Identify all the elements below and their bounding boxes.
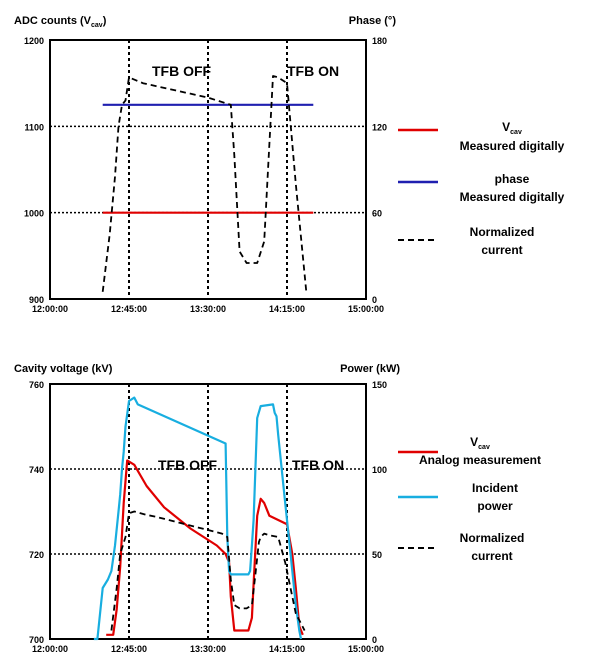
y-right-tick-label: 0 — [372, 635, 377, 645]
annotation-tfb-on: TFB ON — [287, 63, 339, 79]
legend: Vcav Analog measurement Incident power N… — [398, 435, 541, 563]
legend-current-line2: current — [481, 243, 522, 257]
y-right-tick-label: 120 — [372, 122, 387, 132]
x-tick-label: 15:00:00 — [348, 644, 384, 654]
annotation-tfb-on: TFB ON — [292, 457, 344, 473]
series-line-1 — [93, 396, 303, 641]
x-tick-label: 14:15:00 — [269, 644, 305, 654]
legend-phase-line1: phase — [495, 172, 530, 186]
ticks: 12:00:00 12:45:00 13:30:00 14:15:00 15:00:00… — [24, 36, 387, 314]
y-right-tick-label: 50 — [372, 550, 382, 560]
y-right-title: Power (kW) — [340, 363, 400, 375]
x-tick-label: 14:15:00 — [269, 304, 305, 314]
x-tick-label: 12:45:00 — [111, 644, 147, 654]
series-line-2 — [110, 510, 306, 631]
series-line-2 — [101, 75, 308, 292]
y-left-tick-label: 1100 — [24, 122, 44, 132]
legend-vcav-line1: Vcav — [502, 120, 522, 136]
legend-vcav-line2: Measured digitally — [460, 139, 565, 153]
y-left-tick-label: 760 — [29, 380, 44, 390]
y-left-tick-label: 720 — [29, 550, 44, 560]
legend-vcav-line1: Vcav — [470, 435, 490, 451]
series-group — [101, 75, 314, 292]
x-tick-label: 12:45:00 — [111, 304, 147, 314]
ticks: 12:00:00 12:45:00 13:30:00 14:15:00 15:00:00… — [29, 380, 387, 654]
chart-bottom: Cavity voltage (kV) Power (kW) 12:00:00 1… — [14, 363, 541, 654]
legend: Vcav Measured digitally phase Measured d… — [398, 120, 565, 257]
grid — [50, 384, 366, 639]
x-tick-label: 13:30:00 — [190, 644, 226, 654]
chart-top: ADC counts (Vcav) Phase (°) 12:00:00 12:4… — [14, 15, 565, 314]
legend-power-line1: Incident — [472, 481, 518, 495]
series-group — [93, 396, 306, 641]
y-left-tick-label: 740 — [29, 465, 44, 475]
y-right-tick-label: 100 — [372, 465, 387, 475]
legend-power-line2: power — [477, 499, 513, 513]
y-right-tick-label: 60 — [372, 209, 382, 219]
x-tick-label: 15:00:00 — [348, 304, 384, 314]
annotation-tfb-off: TFB OFF — [152, 63, 212, 79]
y-left-title: Cavity voltage (kV) — [14, 363, 113, 375]
y-left-tick-label: 900 — [29, 295, 44, 305]
legend-current-line2: current — [471, 549, 512, 563]
y-left-tick-label: 1200 — [24, 36, 44, 46]
legend-phase-line2: Measured digitally — [460, 190, 565, 204]
x-tick-label: 12:00:00 — [32, 304, 68, 314]
legend-current-line1: Normalized — [460, 531, 525, 545]
x-tick-label: 12:00:00 — [32, 644, 68, 654]
legend-current-line1: Normalized — [470, 225, 535, 239]
annotation-tfb-off: TFB OFF — [158, 457, 218, 473]
legend-vcav-line2: Analog measurement — [419, 453, 541, 467]
series-line-0 — [106, 459, 304, 636]
y-right-tick-label: 150 — [372, 380, 387, 390]
y-right-title: Phase (°) — [349, 15, 397, 27]
y-left-tick-label: 1000 — [24, 209, 44, 219]
y-right-tick-label: 0 — [372, 295, 377, 305]
y-right-tick-label: 180 — [372, 36, 387, 46]
y-left-tick-label: 700 — [29, 635, 44, 645]
y-left-title: ADC counts (Vcav) — [14, 15, 107, 29]
x-tick-label: 13:30:00 — [190, 304, 226, 314]
